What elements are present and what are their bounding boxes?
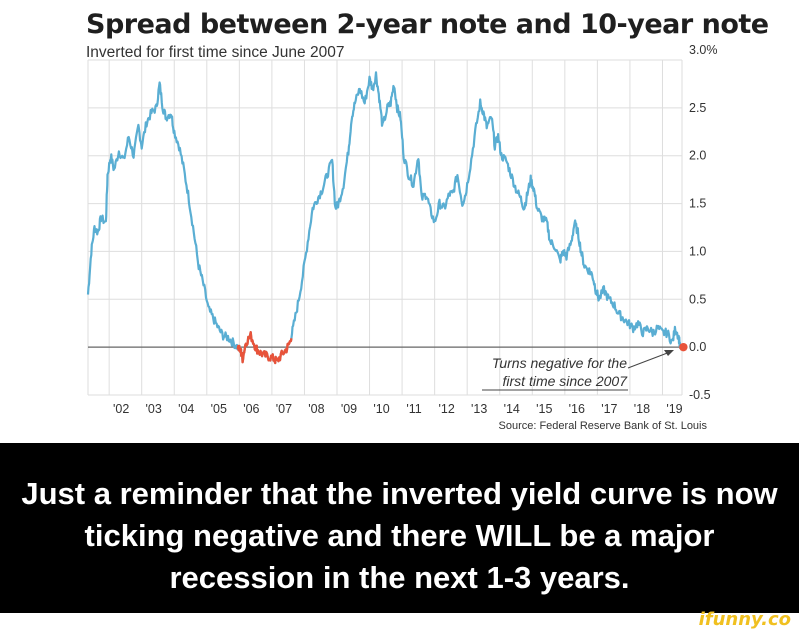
caption-text: Just a reminder that the inverted yield … bbox=[21, 476, 778, 595]
y-tick-label: 1.5 bbox=[689, 197, 706, 211]
x-tick-label: '14 bbox=[504, 402, 520, 416]
meme-caption: Just a reminder that the inverted yield … bbox=[0, 443, 799, 613]
x-tick-label: '17 bbox=[601, 402, 617, 416]
x-tick-label: '10 bbox=[373, 402, 389, 416]
x-tick-label: '18 bbox=[634, 402, 650, 416]
chart-subtitle: Inverted for first time since June 2007 bbox=[86, 44, 345, 61]
x-tick-label: '15 bbox=[536, 402, 552, 416]
y-tick-label: 2.0 bbox=[689, 149, 706, 163]
x-tick-label: '19 bbox=[666, 402, 682, 416]
ifunny-watermark: ifunny.co bbox=[698, 609, 791, 630]
spread-negative-segment bbox=[236, 331, 293, 365]
x-tick-label: '04 bbox=[178, 402, 194, 416]
y-tick-label: 0.5 bbox=[689, 292, 706, 306]
spread-line-chart: 3.0%2.52.01.51.00.50.0-0.5 '02'03'04'05 '… bbox=[86, 43, 718, 416]
annotation-line-2: first time since 2007 bbox=[503, 373, 629, 389]
y-tick-label: -0.5 bbox=[689, 388, 711, 402]
chart-title: Spread between 2-year note and 10-year n… bbox=[86, 9, 769, 40]
y-tick-label: 1.0 bbox=[689, 244, 706, 258]
x-tick-label: '02 bbox=[113, 402, 129, 416]
x-tick-label: '07 bbox=[276, 402, 292, 416]
y-grid bbox=[88, 59, 682, 396]
y-axis-ticks: 3.0% 2.5 2.0 1.5 1.0 0.5 0.0 -0.5 bbox=[689, 43, 718, 402]
chart-area: 3.0% 2.5 2.0 1.5 1.0 0.5 0.0 -0.5 '02'03'04'05 '… bbox=[0, 0, 799, 443]
x-tick-label: '05 bbox=[211, 402, 227, 416]
x-tick-label: '08 bbox=[308, 402, 324, 416]
x-axis-ticks: '02 '03 '04 '05 '06 '07 '08 '09 '10 '11 '12 '13 '14 '… bbox=[113, 402, 683, 416]
annotation-arrow bbox=[627, 351, 671, 369]
x-tick-label: '11 bbox=[406, 402, 421, 416]
spread-series-line bbox=[86, 71, 682, 365]
x-tick-label: '13 bbox=[471, 402, 487, 416]
annotation-line-1: Turns negative for the bbox=[492, 355, 627, 371]
x-tick-label: '12 bbox=[438, 402, 454, 416]
y-tick-label: 2.5 bbox=[689, 101, 706, 115]
chart-source: Source: Federal Reserve Bank of St. Loui… bbox=[498, 420, 708, 432]
y-tick-label: 3.0% bbox=[689, 43, 718, 57]
x-tick-label: '03 bbox=[146, 402, 162, 416]
x-tick-label: '09 bbox=[341, 402, 357, 416]
footer-bar bbox=[0, 613, 799, 634]
x-grid bbox=[87, 60, 683, 395]
y-tick-label: 0.0 bbox=[689, 340, 706, 354]
x-tick-label: '16 bbox=[569, 402, 585, 416]
annotation-arrowhead bbox=[664, 350, 674, 356]
latest-value-marker bbox=[679, 342, 688, 352]
x-tick-label: '06 bbox=[243, 402, 259, 416]
